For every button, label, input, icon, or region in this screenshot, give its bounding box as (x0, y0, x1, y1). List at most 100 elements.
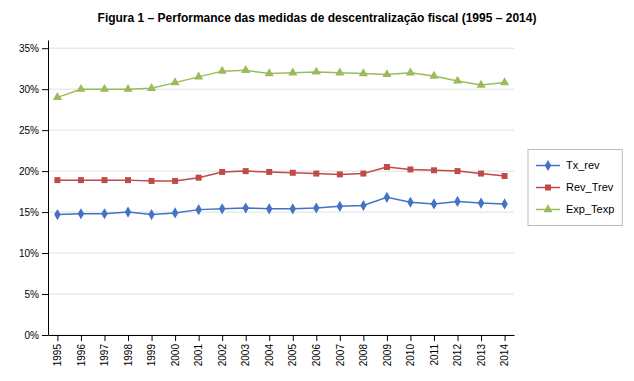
y-tick-label: 5% (25, 289, 40, 300)
y-tick-label: 0% (25, 330, 40, 341)
series-marker (337, 171, 343, 177)
series-marker (454, 196, 460, 207)
x-tick: 2013 (476, 335, 487, 366)
series-marker (312, 67, 321, 75)
x-tick-mark (175, 335, 176, 341)
x-tick: 1996 (76, 335, 87, 366)
x-tick: 2001 (193, 335, 204, 366)
x-tick-mark (152, 335, 153, 341)
chart-title: Figura 1 – Performance das medidas de de… (98, 11, 537, 25)
chart-svg: Figura 1 – Performance das medidas de de… (0, 0, 634, 381)
series-line (57, 167, 504, 181)
series-marker (431, 167, 437, 173)
legend-swatch-marker (545, 160, 551, 171)
x-tick-label: 2013 (476, 344, 487, 367)
x-tick: 2008 (358, 335, 369, 366)
x-tick-label: 1999 (146, 344, 157, 367)
x-tick: 2014 (499, 335, 510, 366)
x-tick-label: 2006 (311, 344, 322, 367)
series-marker (194, 72, 203, 80)
series-marker (429, 71, 438, 79)
x-tick-label: 2010 (405, 344, 416, 367)
series-marker (54, 177, 60, 183)
series-line (57, 70, 504, 97)
x-tick: 2011 (429, 335, 440, 366)
series-marker (500, 77, 509, 85)
x-tick-mark (222, 335, 223, 341)
y-tick-mark (42, 212, 48, 213)
legend-label: Rev_Trev (566, 181, 614, 193)
x-tick-mark (434, 335, 435, 341)
chart-container: Figura 1 – Performance das medidas de de… (0, 0, 634, 381)
y-tick-label: 20% (19, 166, 39, 177)
plot-area (53, 65, 509, 220)
series-marker (196, 175, 202, 181)
x-axis-line (49, 335, 515, 336)
x-tick-label: 2004 (264, 344, 275, 367)
x-tick: 2005 (287, 335, 298, 366)
y-axis-line (48, 41, 49, 336)
x-tick: 2004 (264, 335, 275, 366)
x-tick: 2006 (311, 335, 322, 366)
y-tick-label: 15% (19, 207, 39, 218)
y-tick: 15% (19, 207, 48, 218)
series-marker (359, 68, 368, 76)
grid-line (48, 335, 514, 336)
x-tick-mark (505, 335, 506, 341)
series-marker (290, 203, 296, 214)
y-tick-label: 35% (19, 43, 39, 54)
x-tick-mark (57, 335, 58, 341)
x-tick-label: 2007 (335, 344, 346, 367)
series-marker (290, 170, 296, 176)
x-tick-label: 2012 (452, 344, 463, 367)
series-marker (242, 202, 248, 213)
y-tick: 25% (19, 125, 48, 136)
x-tick-label: 1996 (76, 344, 87, 367)
grid-line (48, 130, 514, 131)
series-marker (407, 166, 413, 172)
series-marker (382, 69, 391, 77)
x-tick-mark (387, 335, 388, 341)
series-marker (313, 171, 319, 177)
series-marker (266, 169, 272, 175)
series-marker (384, 192, 390, 203)
y-tick-mark (42, 294, 48, 295)
x-tick-mark (410, 335, 411, 341)
series-marker (219, 169, 225, 175)
series-marker (149, 178, 155, 184)
y-tick-label: 30% (19, 84, 39, 95)
series-marker (100, 84, 109, 92)
x-tick: 2010 (405, 335, 416, 366)
y-axis: 0% 5% 10% 15% 20% 25% 30% 35% (19, 41, 49, 341)
x-tick-label: 1997 (99, 344, 110, 367)
legend-item: Rev_Trev (536, 181, 614, 193)
legend: Tx_rev Rev_Trev Exp_Texp (528, 150, 622, 226)
series-marker (147, 83, 156, 91)
x-tick-label: 1995 (52, 344, 63, 367)
x-tick-mark (128, 335, 129, 341)
series-marker (125, 177, 131, 183)
x-tick-mark (340, 335, 341, 341)
y-tick: 5% (25, 289, 48, 300)
x-tick: 1998 (123, 335, 134, 366)
x-tick-mark (246, 335, 247, 341)
legend-label: Tx_rev (566, 159, 600, 171)
x-tick: 2003 (240, 335, 251, 366)
series-marker (335, 68, 344, 76)
x-tick: 1997 (99, 335, 110, 366)
x-tick: 2002 (217, 335, 228, 366)
y-tick-mark (42, 335, 48, 336)
x-tick-label: 2008 (358, 344, 369, 367)
x-tick: 2012 (452, 335, 463, 366)
legend-item: Exp_Texp (536, 203, 614, 215)
series-marker (407, 197, 413, 208)
grid-line (48, 294, 514, 295)
series-marker (431, 198, 437, 209)
grid-line (48, 48, 514, 49)
y-tick-mark (42, 130, 48, 131)
x-tick-label: 2001 (193, 344, 204, 367)
legend-swatch-marker (543, 204, 552, 212)
series-marker (148, 209, 154, 220)
y-tick: 0% (25, 330, 48, 341)
y-tick: 10% (19, 248, 48, 259)
